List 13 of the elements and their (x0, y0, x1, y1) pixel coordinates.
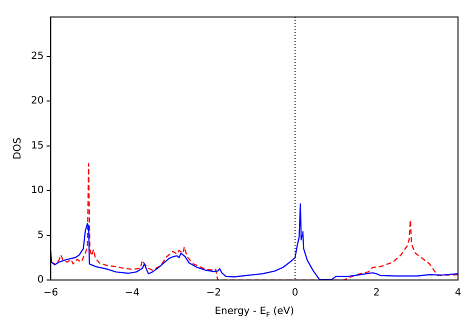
x-tick-label: 2 (373, 288, 380, 299)
x-tick-label: −2 (206, 288, 222, 299)
x-tick-label: 0 (292, 288, 298, 299)
y-axis-title: DOS (12, 138, 24, 160)
x-tick-label: 4 (454, 288, 462, 299)
x-tick-label: −6 (43, 288, 58, 299)
x-tick-label: −4 (124, 288, 140, 299)
y-tick-label: 25 (30, 50, 44, 62)
y-tick-label: 10 (30, 185, 44, 196)
y-tick-label: 5 (37, 230, 44, 241)
y-tick-label: 20 (30, 96, 44, 107)
y-tick-label: 15 (30, 140, 44, 152)
y-tick-label: 0 (37, 274, 44, 286)
